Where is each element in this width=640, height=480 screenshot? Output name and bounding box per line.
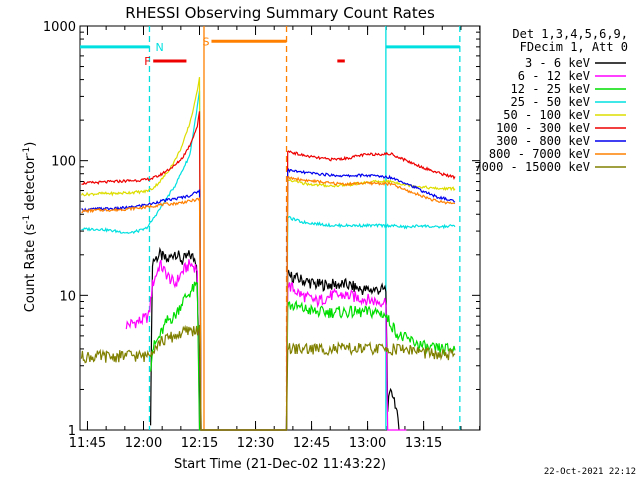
x-tick-label: 12:00	[125, 436, 162, 451]
y-tick-label: 10	[59, 289, 76, 304]
legend-label: 50 - 100 keV	[503, 108, 590, 122]
x-tick-label: 12:45	[293, 436, 330, 451]
flag-label: S	[202, 35, 209, 48]
y-axis-label-part: )	[23, 142, 38, 147]
legend-label: 800 - 7000 keV	[489, 147, 590, 161]
y-axis-label-superscript: -1	[22, 215, 32, 224]
x-tick-label: 13:00	[349, 436, 386, 451]
legend-label: 25 - 50 keV	[511, 95, 590, 109]
x-tick-label: 12:30	[237, 436, 274, 451]
legend-label: 300 - 800 keV	[496, 134, 590, 148]
legend-label: 7000 - 15000 keV	[474, 160, 590, 174]
legend-header-fdecim: FDecim 1, Att 0	[520, 40, 628, 54]
timestamp: 22-Oct-2021 22:12	[544, 467, 636, 477]
x-axis-label: Start Time (21-Dec-02 11:43:22)	[174, 457, 386, 472]
flag-label: F	[144, 55, 150, 68]
y-tick-label: 1	[68, 424, 76, 439]
legend-label: 6 - 12 keV	[518, 69, 590, 83]
legend-label: 12 - 25 keV	[511, 82, 590, 96]
y-tick-label: 100	[51, 155, 76, 170]
flag-label: N	[155, 41, 163, 54]
series-line	[80, 324, 456, 431]
plot-area: 1 10 100 1000 11:45 12:00 12:15 12:30 12:45 13:00…	[43, 20, 481, 451]
y-axis-label-part: Count Rate (s	[23, 224, 38, 313]
x-tick-label: 12:15	[181, 436, 218, 451]
legend: Det 1,3,4,5,6,9, FDecim 1, Att 0 3 - 6 k…	[474, 27, 628, 174]
legend-label: 3 - 6 keV	[525, 56, 590, 70]
y-axis-label: Count Rate (s-1 detector-1)	[22, 142, 38, 313]
x-tick-label: 13:15	[405, 436, 442, 451]
y-axis-label-superscript: -1	[22, 147, 32, 156]
y-tick-label: 1000	[43, 20, 76, 35]
legend-label: 100 - 300 keV	[496, 121, 590, 135]
x-tick-label: 11:45	[69, 436, 106, 451]
y-axis-label-part: detector	[23, 155, 38, 215]
chart-title: RHESSI Observing Summary Count Rates	[125, 4, 435, 22]
legend-header-detectors: Det 1,3,4,5,6,9,	[512, 27, 628, 41]
